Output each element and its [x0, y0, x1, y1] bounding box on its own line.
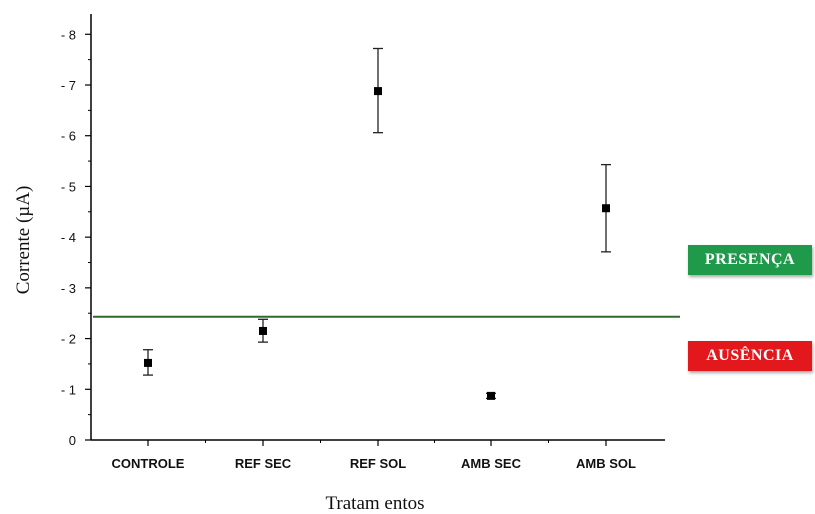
y-tick-label: - 3	[61, 281, 76, 296]
x-tick-label: CONTROLE	[112, 456, 185, 471]
data-point	[374, 87, 382, 96]
data-point	[487, 391, 495, 400]
x-tick-label: REF SOL	[350, 456, 406, 471]
data-point	[602, 204, 610, 213]
y-tick-label: 0	[69, 433, 76, 448]
y-tick-label: - 8	[61, 27, 76, 42]
data-points	[143, 47, 611, 400]
y-axis-title: Corrente (µA)	[13, 186, 34, 295]
y-tick-label: - 2	[61, 332, 76, 347]
absence-badge: AUSÊNCIA	[688, 341, 812, 371]
x-tick-label: REF SEC	[235, 456, 292, 471]
presence-badge: PRESENÇA	[688, 245, 812, 275]
x-tick-label: AMB SOL	[576, 456, 636, 471]
x-tick-label: AMB SEC	[461, 456, 522, 471]
data-point	[144, 358, 152, 367]
x-categories: CONTROLE REF SEC REF SOL AMB SEC AMB SOL	[112, 440, 636, 471]
data-point	[259, 326, 267, 335]
x-axis-title: Tratam entos	[325, 493, 424, 514]
y-tick-label: - 7	[61, 78, 76, 93]
y-tick-label: - 6	[61, 129, 76, 144]
y-tick-label: - 4	[61, 230, 76, 245]
y-tick-label: - 5	[61, 179, 76, 194]
y-tick-label: - 1	[61, 382, 76, 397]
y-ticks: 0 - 1 - 2 - 3 - 4 - 5 - 6 - 7 - 8	[61, 27, 91, 448]
